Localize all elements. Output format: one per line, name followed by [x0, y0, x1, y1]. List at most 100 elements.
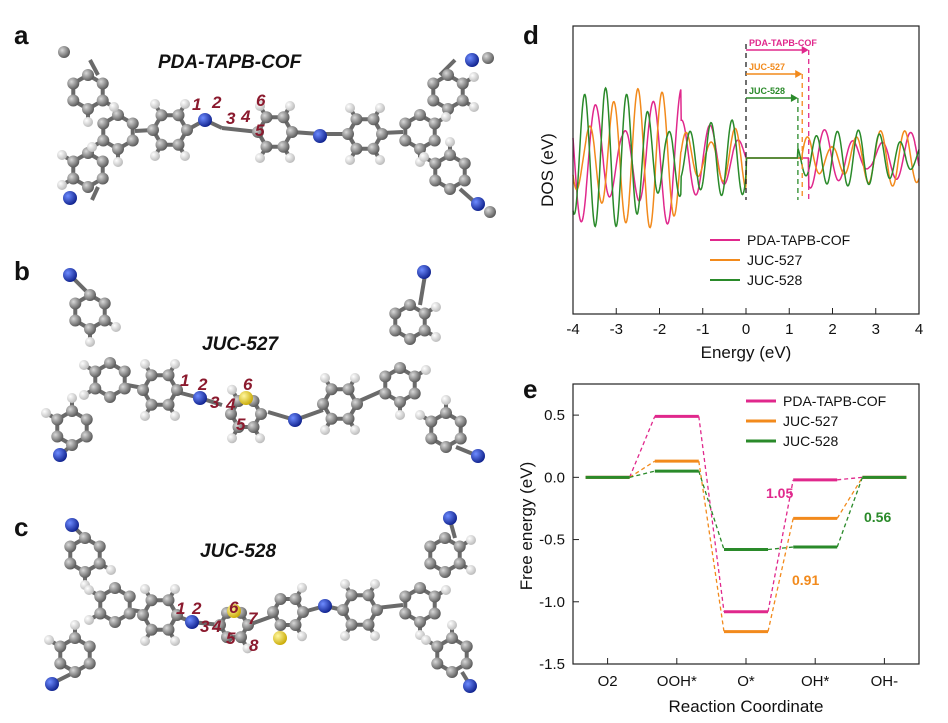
- hydrogen-atom: [420, 365, 431, 375]
- free-energy-x-tick-label: OOH*: [657, 673, 697, 690]
- free-energy-y-tick-label: -1.5: [539, 656, 565, 673]
- carbon-atom: [66, 405, 78, 417]
- gap-arrow-label: PDA-TAPB-COF: [749, 38, 817, 48]
- carbon-atom: [431, 657, 444, 670]
- free-energy-connector: [629, 470, 655, 478]
- carbon-atom: [145, 594, 158, 607]
- carbon-atom: [367, 142, 380, 155]
- atom-numbers-c: 1 2 3 4 5 6 7 8: [176, 598, 259, 655]
- carbon-atom: [431, 640, 444, 653]
- carbon-atom: [425, 432, 438, 445]
- carbon-atom: [93, 557, 106, 570]
- panel-a-title: PDA-TAPB-COF: [158, 52, 303, 73]
- carbon-atom: [82, 181, 94, 193]
- hydrogen-atom: [140, 635, 150, 646]
- hydrogen-atom: [57, 150, 68, 160]
- hydrogen-atom: [297, 631, 307, 642]
- panel-label-e: e: [523, 374, 537, 404]
- carbon-atom: [51, 430, 64, 443]
- carbon-atom: [440, 441, 452, 453]
- hydrogen-atom: [44, 635, 55, 645]
- carbon-atom: [118, 365, 131, 378]
- carbon-atom: [425, 415, 438, 428]
- carbon-atom: [371, 604, 383, 616]
- hydrogen-atom: [445, 137, 455, 147]
- carbon-atom: [454, 432, 467, 445]
- carbon-atom: [155, 109, 168, 122]
- carbon-atom: [446, 666, 458, 678]
- hydrogen-atom: [375, 103, 385, 114]
- free-energy-connector: [698, 416, 725, 612]
- carbon-atom: [51, 413, 64, 426]
- carbon-atom: [147, 124, 159, 136]
- carbon-atom: [414, 109, 426, 121]
- carbon-atom: [54, 657, 67, 670]
- carbon-atom: [171, 609, 183, 621]
- atom-number: 2: [197, 375, 208, 394]
- carbon-atom: [80, 430, 93, 443]
- bond: [88, 59, 100, 76]
- carbon-atom: [67, 172, 80, 185]
- carbon-atom: [440, 407, 452, 419]
- carbon-atom: [439, 566, 451, 578]
- carbon-atom: [66, 439, 78, 451]
- hydrogen-atom: [415, 410, 426, 420]
- hydrogen-atom: [430, 302, 441, 312]
- free-energy-legend-label: PDA-TAPB-COF: [783, 393, 886, 409]
- carbon-atom: [82, 69, 94, 81]
- dos-x-tick-label: 1: [785, 321, 793, 338]
- carbon-atom: [418, 307, 431, 320]
- dos-legend-label: JUC-527: [747, 252, 802, 268]
- hydrogen-atom: [84, 585, 95, 595]
- panel-d-dos-chart: d -4 -3 -2 -1 0 1 2 3 4 Energy (eV) DOS (eV) PDA…: [523, 20, 923, 362]
- hydrogen-atom: [57, 180, 68, 190]
- carbon-atom: [145, 369, 158, 382]
- carbon-atom: [162, 623, 175, 636]
- band-gap-arrows: PDA-TAPB-COF JUC-527 JUC-528: [745, 38, 817, 200]
- free-energy-connector: [767, 479, 794, 612]
- hydrogen-atom: [285, 101, 295, 112]
- free-energy-ticks: 0.5 0.0 -0.5 -1.0 -1.5 O2 OOH* O* OH* OH-: [539, 407, 898, 690]
- bond: [90, 186, 100, 201]
- carbon-atom: [442, 103, 454, 115]
- carbon-atom: [399, 134, 412, 147]
- free-energy-connector: [628, 416, 656, 478]
- hydrogen-atom: [140, 410, 150, 421]
- bond: [438, 58, 457, 77]
- carbon-atom: [84, 323, 96, 335]
- carbon-atom: [79, 566, 91, 578]
- nitrogen-atom: [313, 129, 327, 143]
- hydrogen-atom: [255, 152, 265, 163]
- sulfur-atom: [227, 604, 241, 618]
- dos-x-tick-label: 4: [915, 321, 923, 338]
- carbon-atom: [89, 382, 102, 395]
- hydrogen-atom: [150, 150, 160, 161]
- carbon-atom: [394, 362, 406, 374]
- carbon-atom: [274, 618, 287, 631]
- nitrogen-atom: [198, 113, 212, 127]
- bond: [418, 274, 427, 306]
- carbon-atom: [439, 532, 451, 544]
- carbon-atom: [453, 557, 466, 570]
- free-energy-x-axis-label: Reaction Coordinate: [669, 697, 824, 716]
- hydrogen-atom: [468, 102, 479, 112]
- nitrogen-atom: [471, 449, 485, 463]
- hydrogen-atom: [140, 584, 150, 595]
- carbon-atom: [362, 589, 375, 602]
- pda-tapb-cof-molecule: [57, 46, 496, 218]
- carbon-atom: [404, 299, 416, 311]
- dos-legend-label: JUC-528: [747, 272, 802, 288]
- atom-number: 8: [249, 636, 259, 655]
- carbon-atom: [171, 384, 183, 396]
- carbon-atom: [456, 94, 469, 107]
- hydrogen-atom: [285, 152, 295, 163]
- panel-label-b: b: [14, 256, 30, 286]
- atom-number: 1: [176, 599, 185, 618]
- panel-c: c JUC-528 1 2 3 4 5 6 7 8: [14, 511, 477, 693]
- free-energy-legend-label: JUC-528: [783, 433, 838, 449]
- carbon-atom: [427, 77, 440, 90]
- carbon-atom: [126, 134, 139, 147]
- carbon-atom: [277, 111, 290, 124]
- carbon-atom: [428, 590, 441, 603]
- carbon-atom: [277, 140, 290, 153]
